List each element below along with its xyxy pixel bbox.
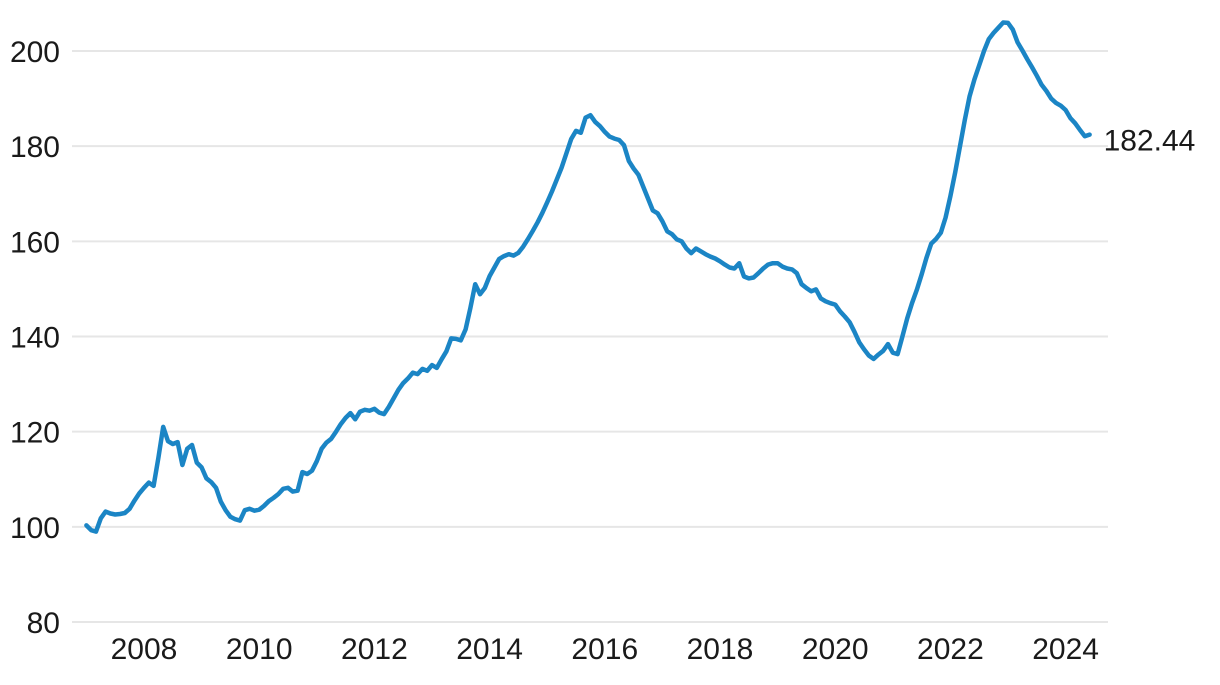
x-tick-label: 2016: [571, 633, 638, 666]
x-tick-label: 2022: [917, 633, 984, 666]
gridlines: [72, 50, 1108, 623]
y-tick-label: 180: [10, 131, 60, 164]
y-axis-labels: 80 100 120 140 160 180 200: [10, 36, 60, 640]
y-tick-label: 80: [27, 607, 60, 640]
x-tick-label: 2008: [111, 633, 178, 666]
x-tick-label: 2010: [226, 633, 293, 666]
last-value-label: 182.44: [1104, 125, 1196, 158]
x-tick-label: 2014: [456, 633, 523, 666]
x-tick-label: 2024: [1032, 633, 1099, 666]
x-tick-label: 2020: [802, 633, 869, 666]
y-tick-label: 160: [10, 226, 60, 259]
x-tick-label: 2018: [687, 633, 754, 666]
y-tick-label: 120: [10, 417, 60, 450]
x-tick-label: 2012: [341, 633, 408, 666]
y-tick-label: 200: [10, 36, 60, 69]
x-axis-labels: 2008 2010 2012 2014 2016 2018 2020 2022 2024: [111, 633, 1099, 666]
y-tick-label: 140: [10, 322, 60, 355]
series-line: [84, 20, 1092, 534]
y-tick-label: 100: [10, 512, 60, 545]
